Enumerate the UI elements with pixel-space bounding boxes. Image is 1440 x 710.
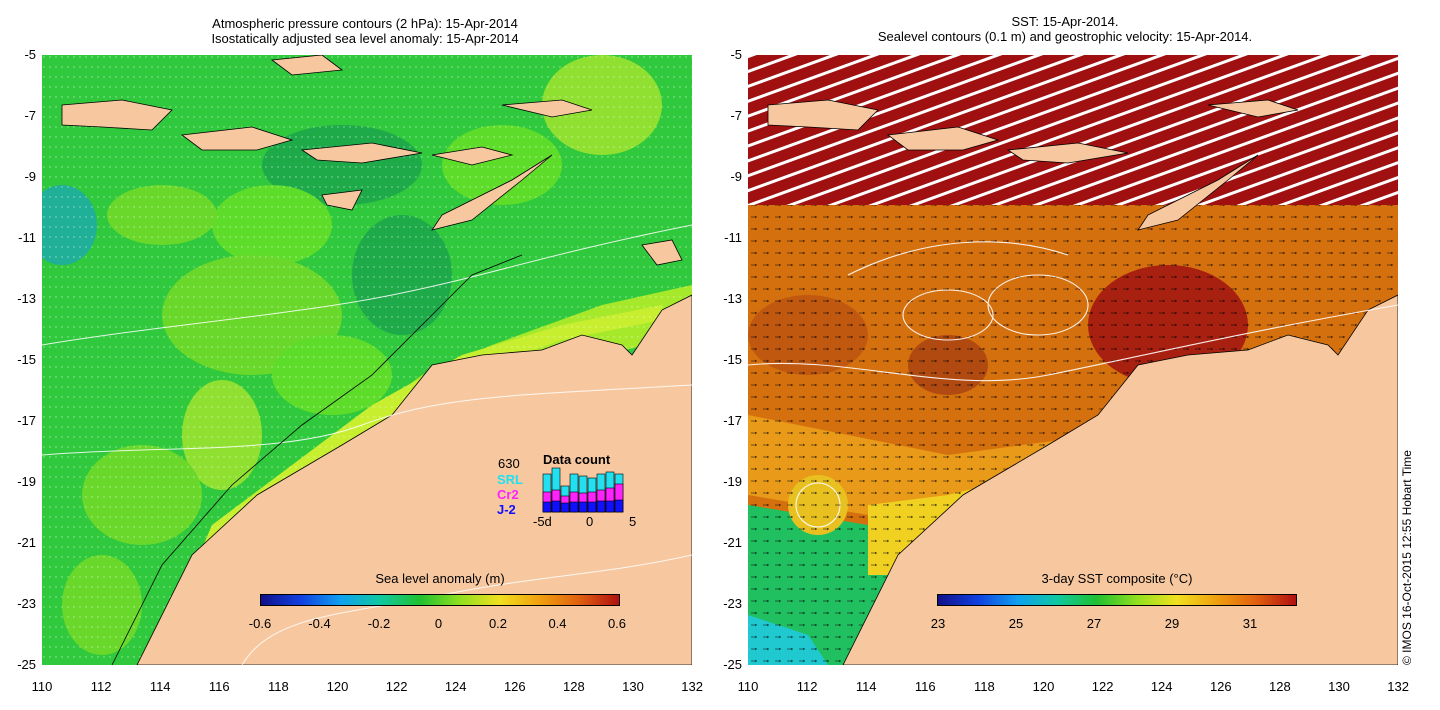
y-tick-label: -9 xyxy=(730,169,742,184)
x-tick-label: 116 xyxy=(208,679,230,694)
left-colorbar-label: Sea level anomaly (m) xyxy=(375,571,505,586)
colorbar-tick-label: 27 xyxy=(1086,616,1102,631)
x-tick-label: 122 xyxy=(1091,679,1114,694)
legend-srl: SRL xyxy=(497,472,523,487)
x-tick-label: 130 xyxy=(1328,679,1350,694)
right-title: SST: 15-Apr-2014. Sealevel contours (0.1… xyxy=(850,14,1280,44)
x-tick-label: 124 xyxy=(444,679,467,694)
y-tick-label: -9 xyxy=(24,169,36,184)
data-count-xtick-start: -5d xyxy=(533,514,552,529)
y-tick-label: -19 xyxy=(17,474,36,489)
x-tick-label: 116 xyxy=(914,679,936,694)
sst-svg xyxy=(748,55,1398,665)
sealevel-contours xyxy=(748,241,1398,528)
data-count-title: Data count xyxy=(543,452,611,467)
sst-land xyxy=(767,99,1398,665)
x-tick-label: 130 xyxy=(622,679,644,694)
sst-map[interactable] xyxy=(748,55,1398,665)
x-tick-label: 122 xyxy=(385,679,408,694)
x-tick-label: 132 xyxy=(681,679,703,694)
y-tick-label: -5 xyxy=(730,47,742,62)
land xyxy=(61,55,692,665)
y-tick-label: -11 xyxy=(18,230,36,245)
sea-level-anomaly-map[interactable] xyxy=(42,55,692,665)
y-tick-label: -19 xyxy=(723,474,742,489)
y-tick-label: -23 xyxy=(17,596,36,611)
data-count-xtick-mid: 0 xyxy=(586,514,594,529)
legend-j2: J-2 xyxy=(497,502,516,517)
data-count-max: 630 xyxy=(498,456,520,471)
y-tick-label: -7 xyxy=(730,108,742,123)
legend-cr2: Cr2 xyxy=(497,487,519,502)
sea-level-anomaly-svg xyxy=(42,55,692,665)
right-colorbar-label: 3-day SST composite (°C) xyxy=(1041,571,1193,586)
y-tick-label: -21 xyxy=(17,535,36,550)
y-tick-label: -17 xyxy=(723,413,742,428)
right-colorbar xyxy=(937,594,1297,606)
y-tick-label: -21 xyxy=(723,535,742,550)
colorbar-tick-label: -0.2 xyxy=(367,616,391,631)
y-tick-label: -17 xyxy=(17,413,36,428)
left-title: Atmospheric pressure contours (2 hPa): 1… xyxy=(190,16,540,46)
colorbar-tick-label: -0.4 xyxy=(308,616,331,631)
x-tick-label: 128 xyxy=(563,679,585,694)
credit-text: © IMOS 16-Oct-2015 12:55 Hobart Time xyxy=(1400,450,1414,665)
colorbar-tick-label: 0 xyxy=(434,616,443,631)
x-tick-label: 120 xyxy=(326,679,349,694)
x-tick-label: 118 xyxy=(268,679,289,694)
colorbar-tick-label: 25 xyxy=(1008,616,1024,631)
colorbar-tick-label: 0.2 xyxy=(488,616,508,631)
left-title-line1: Atmospheric pressure contours (2 hPa): 1… xyxy=(212,16,518,31)
x-tick-label: 114 xyxy=(855,679,877,694)
y-tick-label: -7 xyxy=(24,108,36,123)
colorbar-tick-label: 23 xyxy=(930,616,946,631)
y-tick-label: -23 xyxy=(723,596,742,611)
y-tick-label: -11 xyxy=(724,230,742,245)
colorbar-tick-label: 0.4 xyxy=(548,616,567,631)
right-title-line1: SST: 15-Apr-2014. xyxy=(1011,14,1119,29)
x-tick-label: 114 xyxy=(149,679,171,694)
x-tick-label: 126 xyxy=(1209,679,1232,694)
x-tick-label: 112 xyxy=(796,679,818,694)
left-colorbar xyxy=(260,594,620,606)
x-tick-label: 118 xyxy=(974,679,995,694)
colorbar-tick-label: -0.6 xyxy=(248,616,272,631)
y-tick-label: -5 xyxy=(24,47,36,62)
y-tick-label: -15 xyxy=(723,352,742,367)
x-tick-label: 112 xyxy=(90,679,112,694)
x-tick-label: 120 xyxy=(1032,679,1055,694)
x-tick-label: 128 xyxy=(1269,679,1291,694)
x-tick-label: 110 xyxy=(31,679,53,694)
y-tick-label: -25 xyxy=(723,657,742,672)
x-tick-label: 124 xyxy=(1150,679,1173,694)
x-tick-label: 126 xyxy=(503,679,526,694)
y-tick-label: -25 xyxy=(17,657,36,672)
data-count-bars xyxy=(542,467,624,513)
y-tick-label: -15 xyxy=(17,352,36,367)
x-tick-label: 110 xyxy=(737,679,759,694)
x-tick-label: 132 xyxy=(1387,679,1409,694)
shelf-contour xyxy=(111,254,523,665)
colorbar-tick-label: 31 xyxy=(1242,616,1258,631)
data-count-xtick-end: 5 xyxy=(629,514,637,529)
colorbar-tick-label: 0.6 xyxy=(607,616,627,631)
left-title-line2: Isostatically adjusted sea level anomaly… xyxy=(211,31,519,46)
right-title-line2: Sealevel contours (0.1 m) and geostrophi… xyxy=(877,29,1253,44)
y-tick-label: -13 xyxy=(723,291,742,306)
colorbar-tick-label: 29 xyxy=(1164,616,1180,631)
y-tick-label: -13 xyxy=(17,291,36,306)
